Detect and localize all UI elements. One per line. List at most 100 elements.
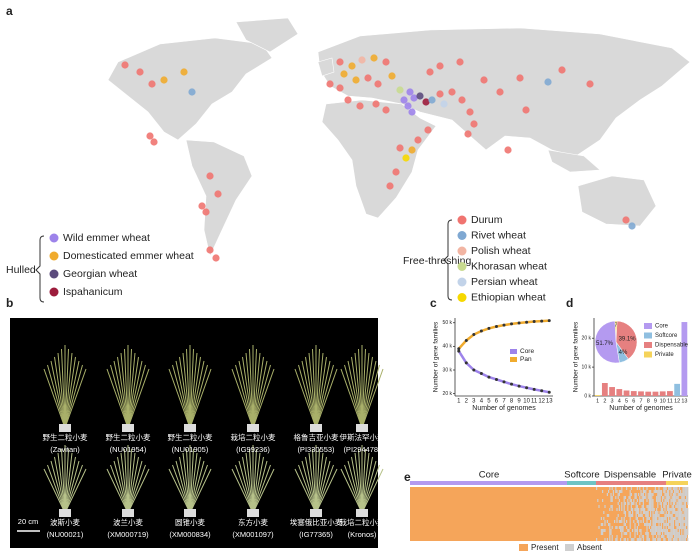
heatmap-absent bbox=[636, 517, 638, 520]
heatmap-absent bbox=[682, 523, 684, 526]
plant-leaf bbox=[231, 368, 254, 429]
plant-leaf bbox=[298, 364, 317, 429]
heatmap-absent bbox=[683, 490, 685, 493]
map-dot bbox=[336, 84, 344, 92]
plant-leaf bbox=[361, 360, 377, 429]
plant-leaf bbox=[179, 456, 191, 514]
plant-leaf bbox=[340, 368, 363, 429]
heatmap-absent bbox=[654, 523, 656, 526]
heatmap-absent bbox=[618, 493, 620, 496]
heatmap-absent bbox=[684, 508, 686, 511]
heatmap-absent bbox=[660, 490, 662, 493]
heatmap-absent bbox=[684, 532, 686, 535]
heatmap-absent bbox=[603, 511, 605, 514]
point bbox=[510, 322, 514, 326]
plant-id: (XM000719) bbox=[107, 530, 149, 539]
heatmap-absent bbox=[687, 514, 689, 517]
heatmap-absent bbox=[621, 517, 623, 520]
heatmap-absent bbox=[651, 529, 653, 532]
map-dot bbox=[408, 108, 416, 116]
heatmap-absent bbox=[671, 499, 673, 502]
heatmap-absent bbox=[622, 526, 624, 529]
heatmap-absent bbox=[672, 505, 674, 508]
heatmap-absent bbox=[650, 508, 652, 511]
x-tick-label: 9 bbox=[654, 398, 657, 404]
heatmap-absent bbox=[670, 538, 672, 541]
plant-leaf bbox=[252, 464, 271, 514]
heatmap-absent bbox=[604, 523, 606, 526]
heatmap-absent bbox=[648, 508, 650, 511]
plant-leaf bbox=[344, 364, 363, 429]
heatmap-absent bbox=[680, 511, 682, 514]
heatmap-absent bbox=[658, 499, 660, 502]
heatmap-absent bbox=[666, 490, 668, 493]
heatmap-absent bbox=[671, 529, 673, 532]
point bbox=[457, 347, 461, 351]
heatmap-absent bbox=[635, 493, 637, 496]
heatmap-absent bbox=[683, 505, 685, 508]
legend-label: Ispahanicum bbox=[63, 286, 123, 298]
heatmap-absent bbox=[687, 499, 689, 502]
heatmap-absent bbox=[646, 520, 648, 523]
heatmap-absent bbox=[648, 490, 650, 493]
plant-leaf bbox=[361, 356, 373, 429]
heatmap-absent bbox=[616, 538, 618, 541]
group-bar bbox=[596, 481, 666, 485]
plant-leaf bbox=[315, 468, 338, 514]
heatmap-absent bbox=[663, 502, 665, 505]
heatmap-absent bbox=[660, 526, 662, 529]
point bbox=[540, 319, 544, 323]
heatmap-absent bbox=[610, 499, 612, 502]
plant-leaf bbox=[315, 448, 320, 514]
bar bbox=[616, 389, 623, 396]
heatmap-absent bbox=[664, 493, 666, 496]
plant-leaf bbox=[61, 348, 66, 429]
heatmap-absent bbox=[668, 505, 670, 508]
heatmap-absent bbox=[666, 514, 668, 517]
map-dots bbox=[121, 54, 636, 262]
heatmap-absent bbox=[682, 526, 684, 529]
heatmap-absent bbox=[624, 514, 626, 517]
world-map bbox=[107, 17, 691, 257]
heatmap-absent bbox=[632, 514, 634, 517]
plant-pot bbox=[59, 509, 71, 517]
heatmap-absent bbox=[634, 532, 636, 535]
heatmap-absent bbox=[654, 517, 656, 520]
heatmap-absent bbox=[666, 529, 668, 532]
map-dot bbox=[622, 216, 630, 224]
heatmap-absent bbox=[675, 520, 677, 523]
heatmap-absent bbox=[672, 538, 674, 541]
point bbox=[517, 321, 521, 325]
plant-leaf bbox=[301, 460, 317, 514]
map-dot bbox=[388, 72, 396, 80]
map-dot bbox=[408, 146, 416, 154]
heatmap-absent bbox=[620, 526, 622, 529]
heatmap-absent bbox=[658, 526, 660, 529]
x-tick-label: 5 bbox=[625, 398, 628, 404]
heatmap-absent bbox=[596, 487, 598, 490]
heatmap-absent bbox=[663, 538, 665, 541]
heatmap-absent bbox=[657, 505, 659, 508]
heatmap-absent bbox=[652, 511, 654, 514]
heatmap-absent bbox=[621, 508, 623, 511]
heatmap-absent bbox=[610, 529, 612, 532]
map-dot bbox=[348, 62, 356, 70]
plant-leaf bbox=[315, 464, 334, 514]
heatmap-absent bbox=[648, 499, 650, 502]
plant-leaf bbox=[47, 464, 66, 514]
heatmap-absent bbox=[678, 538, 680, 541]
heatmap-absent bbox=[668, 493, 670, 496]
heatmap-absent bbox=[677, 520, 679, 523]
heatmap-absent bbox=[675, 535, 677, 538]
heatmap-absent bbox=[671, 532, 673, 535]
heatmap-absent bbox=[684, 511, 686, 514]
heatmap-absent bbox=[606, 514, 608, 517]
heatmap-absent bbox=[668, 517, 670, 520]
heatmap-absent bbox=[675, 499, 677, 502]
heatmap-absent bbox=[650, 505, 652, 508]
heatmap-absent bbox=[609, 508, 611, 511]
heatmap-absent bbox=[686, 493, 688, 496]
heatmap-absent bbox=[645, 493, 647, 496]
heatmap-absent bbox=[651, 526, 653, 529]
heatmap-absent bbox=[642, 505, 644, 508]
